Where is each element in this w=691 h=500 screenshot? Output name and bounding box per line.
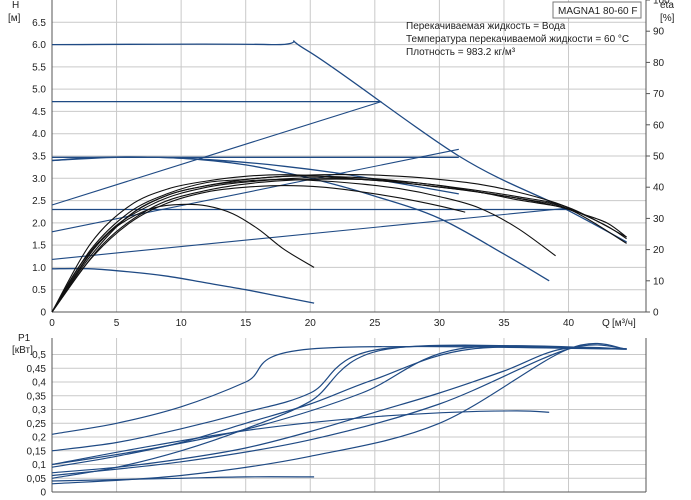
efficiency-curve xyxy=(51,178,556,313)
axes xyxy=(51,0,650,493)
power-y-tick-label: 0,05 xyxy=(27,474,47,485)
y-tick-label: 6.0 xyxy=(32,40,46,51)
y-tick-label: 2.0 xyxy=(32,218,46,229)
x-tick-label: 15 xyxy=(240,318,252,329)
x-tick-label: 10 xyxy=(176,318,188,329)
power-curve xyxy=(51,476,315,482)
power-y-tick-label: 0 xyxy=(40,488,46,499)
info-line-density: Плотность = 983.2 кг/м³ xyxy=(406,47,516,58)
efficiency-curve xyxy=(51,178,627,313)
power-curve xyxy=(51,346,627,474)
y2-axis-label-eta: eta xyxy=(660,0,674,11)
x-tick-label: 5 xyxy=(114,318,120,329)
power-y-tick-label: 0,25 xyxy=(27,419,47,430)
y-tick-label: 2.5 xyxy=(32,196,46,207)
power-curve xyxy=(51,345,627,466)
title-box xyxy=(552,1,642,19)
system-curve xyxy=(51,101,382,206)
power-curve xyxy=(51,342,627,485)
y2-tick-label: 30 xyxy=(653,214,665,225)
x-tick-label: 30 xyxy=(434,318,446,329)
power-y-tick-label: 0,15 xyxy=(27,446,47,457)
y-tick-label: 0.5 xyxy=(32,285,46,296)
y-tick-label: 6.5 xyxy=(32,18,46,29)
head-curve xyxy=(51,267,315,304)
y-tick-label: 3.0 xyxy=(32,174,46,185)
info-line-temperature: Температура перекачиваемой жидкости = 60… xyxy=(406,34,629,45)
x-tick-label: 35 xyxy=(498,318,510,329)
y-tick-label: 1.5 xyxy=(32,241,46,252)
power-y-tick-label: 0,45 xyxy=(27,364,47,375)
system-curve xyxy=(51,148,459,233)
y-tick-label: 4.5 xyxy=(32,107,46,118)
power-y-tick-label: 0,5 xyxy=(32,350,46,361)
power-y-tick-label: 0,4 xyxy=(32,378,46,389)
y-tick-label: 4.0 xyxy=(32,129,46,140)
info-line-fluid: Перекачиваемая жидкость = Вода xyxy=(406,21,566,32)
efficiency-curve xyxy=(51,174,576,313)
y-axis-label-power: P1 xyxy=(18,333,31,344)
chart-title: MAGNA1 80-60 F xyxy=(558,6,637,17)
y2-tick-label: 50 xyxy=(653,152,665,163)
efficiency-curve xyxy=(51,177,627,313)
y2-tick-label: 40 xyxy=(653,183,665,194)
power-y-tick-label: 0,1 xyxy=(32,460,46,471)
y-tick-label: 0 xyxy=(40,308,46,319)
y2-tick-label: 90 xyxy=(653,27,665,38)
y-tick-label: 3.5 xyxy=(32,152,46,163)
series-lines xyxy=(51,40,627,485)
y-tick-label: 1.0 xyxy=(32,263,46,274)
power-curve xyxy=(51,410,550,466)
x-axis-unit-q: [м³/ч] xyxy=(612,318,636,329)
y2-tick-label: 100 xyxy=(653,0,670,7)
y-axis-unit-head: [м] xyxy=(8,13,21,24)
x-tick-label: 25 xyxy=(369,318,381,329)
power-y-tick-label: 0,3 xyxy=(32,405,46,416)
y2-tick-label: 60 xyxy=(653,120,665,131)
power-y-tick-label: 0,35 xyxy=(27,391,47,402)
x-axis-label-q: Q xyxy=(602,318,610,329)
system-curve xyxy=(51,207,569,260)
y2-tick-label: 10 xyxy=(653,276,665,287)
efficiency-curve xyxy=(51,174,627,313)
x-tick-label: 40 xyxy=(563,318,575,329)
y-tick-label: 5.0 xyxy=(32,85,46,96)
tick-labels: 0 0.5 1.0 1.5 2.0 2.5 3.0 3.5 4.0 4.5 5.0 5.5 6.0 6.5… xyxy=(27,0,671,499)
y2-tick-label: 0 xyxy=(653,308,659,319)
x-tick-label: 20 xyxy=(305,318,317,329)
x-tick-label: 0 xyxy=(49,318,55,329)
efficiency-curve xyxy=(51,185,466,313)
power-y-tick-label: 0,2 xyxy=(32,433,46,444)
efficiency-curve xyxy=(51,203,315,313)
power-curve xyxy=(51,345,627,452)
y2-axis-unit-eta: [%] xyxy=(660,13,675,24)
y2-tick-label: 70 xyxy=(653,89,665,100)
y2-tick-label: 80 xyxy=(653,58,665,69)
y-tick-label: 5.5 xyxy=(32,62,46,73)
power-curve xyxy=(51,345,627,435)
y2-tick-label: 20 xyxy=(653,245,665,256)
y-axis-unit-power: [кВт] xyxy=(12,345,33,356)
y-axis-label-head: H xyxy=(12,0,19,11)
